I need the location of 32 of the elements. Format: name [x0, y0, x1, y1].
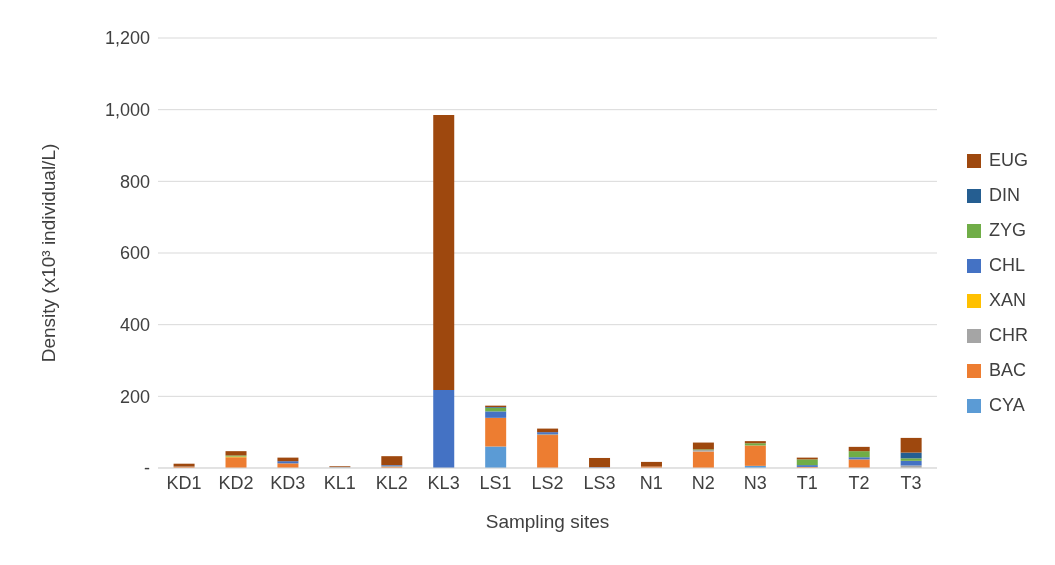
legend-label: CYA: [988, 395, 1025, 416]
y-tick-label: 200: [119, 386, 150, 407]
x-axis-title: Sampling sites: [485, 511, 610, 532]
legend-label: CHR: [988, 325, 1028, 346]
x-tick-label: T2: [848, 472, 870, 493]
x-tick-label: KD2: [218, 472, 254, 493]
x-tick-label: N1: [639, 472, 663, 493]
legend-label: ZYG: [988, 220, 1026, 241]
legend-label: XAN: [988, 290, 1026, 311]
legend-label: EUG: [988, 150, 1028, 171]
x-tick-label: KL1: [323, 472, 356, 493]
y-tick-label: 800: [119, 171, 150, 192]
y-tick-label: -: [144, 458, 150, 479]
y-tick-label: 1,000: [104, 100, 150, 121]
y-tick-label: 1,200: [104, 28, 150, 49]
x-tick-label: KL2: [375, 472, 408, 493]
x-tick-label: LS2: [531, 472, 564, 493]
x-tick-label: KL3: [427, 472, 460, 493]
x-tick-label: LS3: [583, 472, 616, 493]
x-tick-label: N3: [743, 472, 767, 493]
x-tick-label: T1: [796, 472, 818, 493]
x-tick-label: KD3: [270, 472, 306, 493]
x-tick-label: T3: [900, 472, 922, 493]
y-tick-label: 600: [119, 243, 150, 264]
y-tick-label: 400: [119, 315, 150, 336]
x-tick-label: KD1: [166, 472, 202, 493]
y-axis-title: Density (x10³ individual/L): [37, 143, 59, 363]
legend-label: DIN: [988, 185, 1020, 206]
x-tick-label: LS1: [479, 472, 512, 493]
legend-label: BAC: [988, 360, 1026, 381]
legend-label: CHL: [988, 255, 1025, 276]
x-tick-label: N2: [691, 472, 715, 493]
